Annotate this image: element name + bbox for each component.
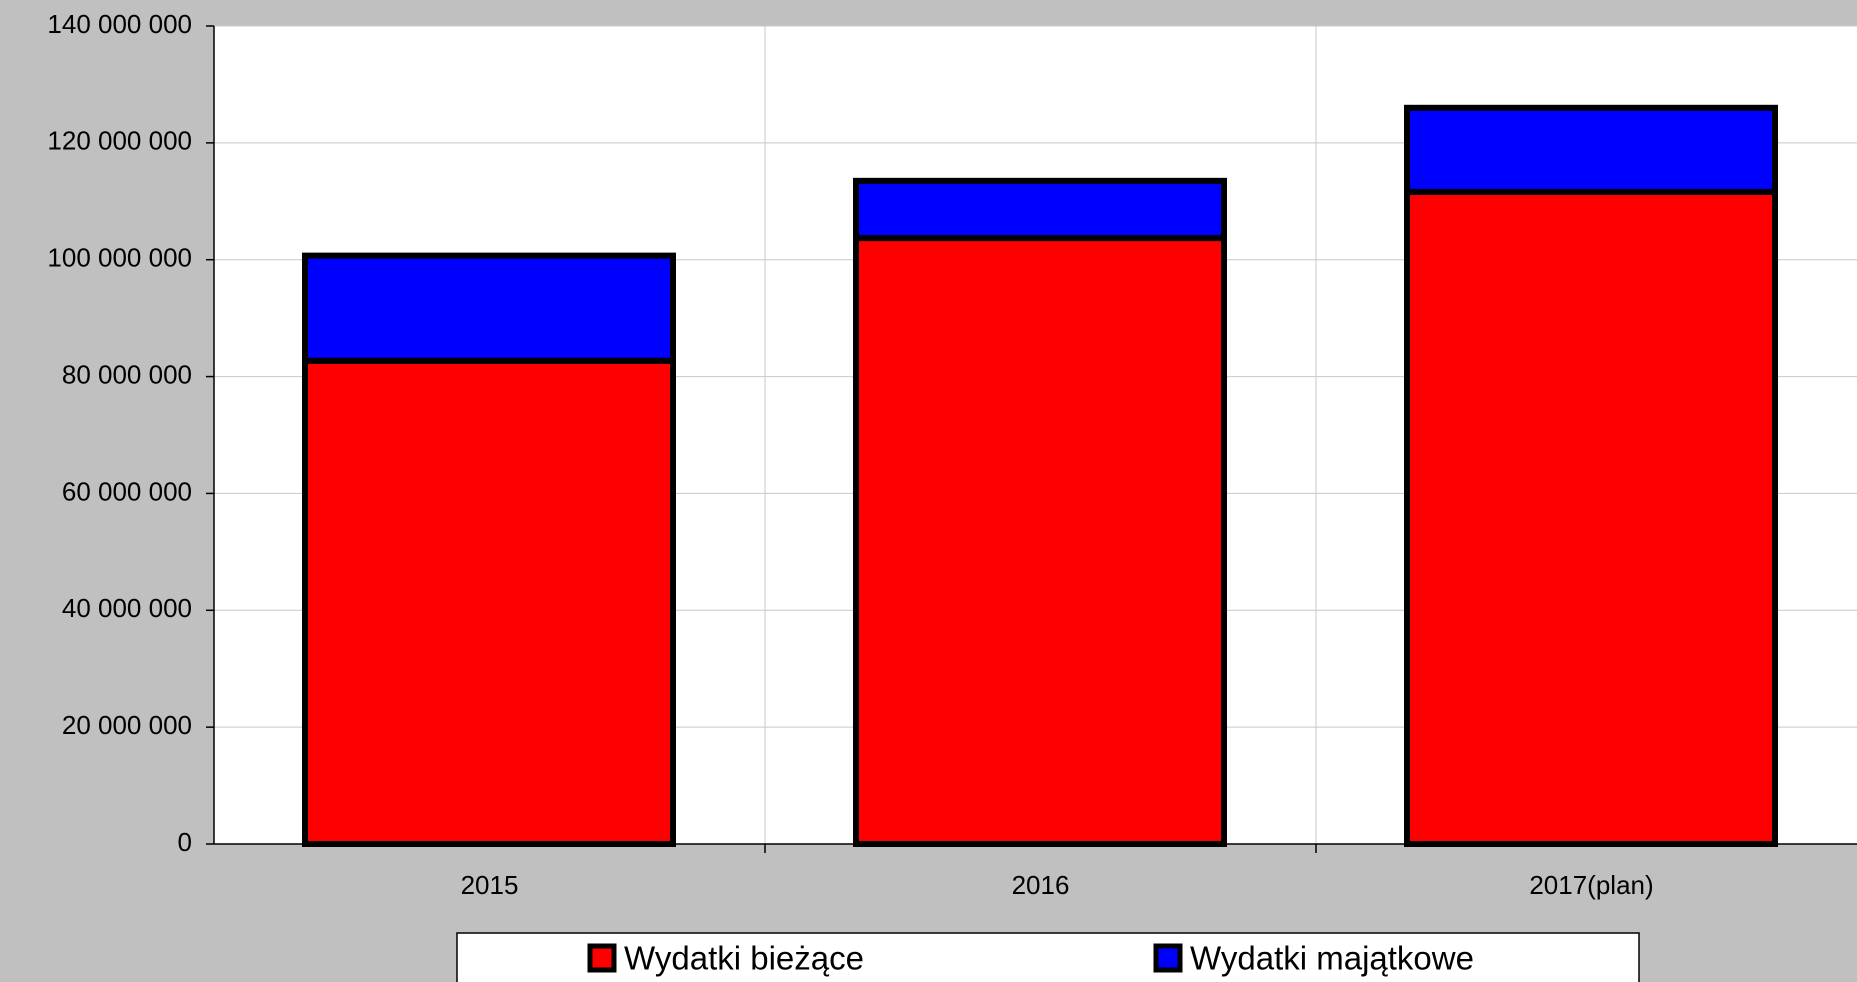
bar-segment — [853, 235, 1227, 848]
y-tick-label: 0 — [178, 827, 192, 857]
bar-segment — [1404, 188, 1778, 848]
y-tick-label: 40 000 000 — [62, 593, 192, 623]
bar-segment — [853, 177, 1227, 242]
x-tick-label: 2017(plan) — [1529, 870, 1653, 900]
legend-swatch — [587, 943, 617, 973]
bar-segment — [302, 252, 676, 364]
legend-swatch — [1153, 943, 1183, 973]
y-tick-label: 20 000 000 — [62, 710, 192, 740]
bar-segment — [302, 357, 676, 847]
x-tick-label: 2015 — [461, 870, 519, 900]
y-tick-label: 60 000 000 — [62, 476, 192, 506]
legend-box — [456, 932, 1640, 982]
x-tick-label: 2016 — [1012, 870, 1070, 900]
y-tick-label: 100 000 000 — [47, 243, 192, 273]
y-tick-label: 80 000 000 — [62, 359, 192, 389]
legend-label: Wydatki bieżące — [624, 940, 864, 977]
legend-label: Wydatki majątkowe — [1190, 940, 1474, 977]
bar-segment — [1404, 104, 1778, 195]
y-tick-label: 120 000 000 — [47, 126, 192, 156]
y-tick-label: 140 000 000 — [47, 9, 192, 39]
